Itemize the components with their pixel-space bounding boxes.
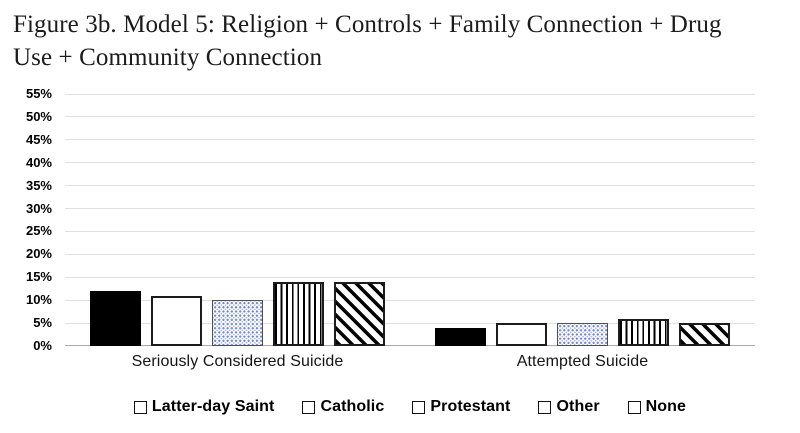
bar-other-attempted-suicide [618, 318, 669, 346]
category-label-attempted-suicide: Attempted Suicide [516, 353, 649, 370]
bar-protestant-seriously-considered-suicide [212, 300, 263, 346]
category-label-seriously-considered-suicide: Seriously Considered Suicide [131, 353, 344, 370]
legend-item-protestant: Protestant [412, 398, 510, 416]
bar-protestant-attempted-suicide [557, 323, 608, 346]
gridline-40% [65, 162, 755, 164]
gridline-25% [65, 230, 755, 232]
gridline-50% [65, 116, 755, 118]
figure-title-line-1: Figure 3b. Model 5: Religion + Controls … [13, 11, 722, 38]
dotted-swatch-icon [412, 400, 426, 414]
legend-label-none: None [645, 398, 687, 415]
y-tick-label-0%: 0% [33, 338, 52, 353]
y-tick-label-25%: 25% [25, 223, 52, 239]
plot-area [65, 93, 755, 346]
y-tick-label-30%: 30% [25, 200, 52, 216]
y-tick-label-45%: 45% [25, 131, 52, 147]
gridline-10% [65, 299, 755, 301]
y-tick-label-55%: 55% [25, 86, 52, 101]
bar-catholic-seriously-considered-suicide [151, 295, 202, 346]
diagonal-stripes-swatch-icon [627, 400, 641, 414]
gridline-5% [65, 322, 755, 324]
gridline-35% [65, 185, 755, 187]
y-axis: 0% 5% 10% 15% 20% 25% 30% 35% 40% 45% 50% 55% [0, 86, 52, 353]
plain-white-swatch-icon [302, 400, 316, 414]
y-tick-label-40%: 40% [25, 154, 52, 170]
bar-catholic-attempted-suicide [496, 323, 547, 346]
gridline-15% [65, 276, 755, 278]
y-tick-label-15%: 15% [25, 269, 52, 285]
bar-latter-day-saint-seriously-considered-suicide [90, 291, 141, 346]
legend-item-other: Other [538, 398, 600, 416]
gridline-45% [65, 139, 755, 141]
y-tick-label-20%: 20% [25, 246, 52, 262]
x-axis-category-labels: Seriously Considered Suicide Attempted Su… [65, 353, 755, 371]
legend-item-latter-day-saint: Latter-day Saint [133, 398, 275, 416]
legend-label-protestant: Protestant [430, 398, 511, 415]
vertical-stripes-swatch-icon [538, 400, 552, 414]
solid-black-swatch-icon [133, 400, 147, 414]
bar-other-seriously-considered-suicide [273, 281, 324, 346]
legend-label-latter-day-saint: Latter-day Saint [151, 398, 275, 415]
bar-none-seriously-considered-suicide [334, 281, 385, 346]
bar-group-seriously-considered-suicide [65, 94, 410, 346]
figure-title-line-2: Use + Community Connection [13, 44, 323, 71]
gridline-30% [65, 208, 755, 210]
gridline-20% [65, 253, 755, 255]
y-tick-label-10%: 10% [25, 292, 52, 308]
bar-groups [65, 94, 755, 346]
legend-label-catholic: Catholic [320, 398, 385, 415]
x-axis-baseline [65, 345, 755, 346]
y-tick-label-35%: 35% [25, 177, 52, 193]
y-tick-label-50%: 50% [25, 108, 52, 124]
figure-title: Figure 3b. Model 5: Religion + Controls … [13, 8, 788, 74]
bar-latter-day-saint-attempted-suicide [435, 327, 486, 346]
y-tick-label-5%: 5% [33, 315, 52, 331]
legend-item-catholic: Catholic [302, 398, 384, 416]
gridline-55% [65, 93, 755, 95]
bar-none-attempted-suicide [679, 323, 730, 346]
bar-group-attempted-suicide [410, 94, 755, 346]
legend-item-none: None [627, 398, 687, 416]
legend-label-other: Other [556, 398, 600, 415]
legend: Latter-day Saint Catholic Protestant Other N… [65, 392, 755, 422]
